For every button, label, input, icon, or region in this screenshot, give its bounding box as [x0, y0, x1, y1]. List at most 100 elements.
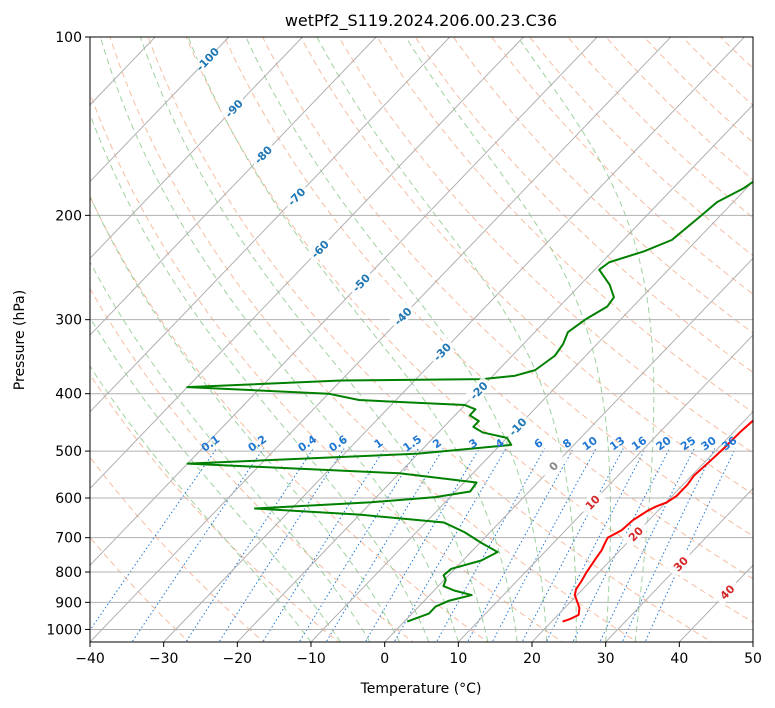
y-tick-label: 700 [55, 531, 82, 547]
dry-adiabat [90, 91, 564, 642]
isotherm-label-bg [193, 44, 221, 73]
moist-adiabat [90, 365, 312, 642]
dry-adiabat [745, 24, 775, 645]
y-axis-label: Pressure (hPa) [12, 290, 28, 390]
isotherm-label: 0 [539, 451, 567, 480]
isotherm-line [90, 37, 377, 336]
chart-title: wetPf2_S119.2024.206.00.23.C36 [285, 11, 557, 31]
isotherm-line [457, 334, 753, 642]
dry-adiabat [414, 37, 753, 374]
isotherm-line [162, 37, 746, 642]
y-tick-label: 400 [55, 387, 82, 403]
mixing-ratio-line [185, 448, 314, 642]
mixing-ratio-line [599, 448, 695, 642]
isotherm-line [90, 37, 672, 642]
isotherm-line [752, 641, 753, 642]
y-tick-label: 800 [55, 565, 82, 581]
dry-adiabat [109, 37, 638, 642]
isotherm-line [678, 564, 753, 642]
isotherm-label-bg [282, 182, 310, 211]
isotherm-label-bg [503, 412, 531, 441]
y-axis-ticks: 100 200 300 400 500 600 700 800 900 1000 [46, 30, 90, 638]
isotherm-label-bg [621, 519, 650, 548]
isotherm-label-bg [578, 488, 606, 516]
isotherm-line [90, 37, 525, 490]
y-tick-label: 200 [55, 208, 82, 224]
dewpoint-profile-line [186, 180, 753, 623]
mixing-ratio-line [545, 448, 646, 642]
moist-adiabat [90, 195, 400, 642]
isotherm-label-bg [666, 549, 695, 578]
dry-adiabat [643, 37, 753, 144]
moist-adiabat [90, 316, 341, 642]
mixing-ratio-label: 8 [560, 436, 574, 451]
mixing-ratio-lines [90, 448, 736, 642]
y-tick-label: 1000 [46, 622, 82, 638]
isotherm-line [90, 37, 451, 413]
mixing-ratio-label: 1 [372, 436, 386, 451]
dry-adiabats [90, 24, 775, 645]
plot-frame [89, 36, 754, 643]
x-tick-label: 30 [597, 651, 615, 667]
y-tick-label: 600 [55, 491, 82, 507]
moist-adiabat [405, 37, 612, 642]
dry-adiabat [90, 373, 340, 642]
mixing-ratio-line [90, 448, 218, 631]
dry-adiabat [376, 37, 753, 413]
x-tick-label: −40 [75, 651, 105, 667]
isotherm-line [90, 37, 304, 260]
x-axis-label: Temperature (°C) [360, 681, 482, 697]
isotherm-line [90, 37, 230, 183]
mixing-ratio-label: 25 [678, 434, 698, 453]
dry-adiabat [90, 536, 190, 642]
moist-adiabats [90, 37, 655, 642]
y-tick-label: 100 [55, 30, 82, 46]
isotherm-line [236, 104, 753, 642]
mixing-ratio-line [521, 448, 624, 642]
dry-adiabat [490, 37, 753, 295]
moist-adiabat [90, 112, 430, 642]
isotherm-label-bg [305, 234, 334, 263]
mixing-ratio-label: 16 [629, 434, 649, 454]
x-tick-label: −10 [296, 651, 326, 667]
isotherm-line [90, 37, 598, 566]
isotherm-label-bg [713, 577, 741, 606]
mixing-ratio-line [572, 448, 670, 642]
isotherm-label-bg [249, 140, 277, 169]
mixing-ratio-label: 10 [580, 434, 600, 454]
isotherm-label-bg [219, 94, 248, 122]
moist-adiabat [140, 37, 489, 642]
mixing-ratio-label: 2 [430, 436, 444, 451]
dry-adiabat [262, 37, 753, 537]
mixing-ratio-line [262, 448, 386, 642]
dry-adiabat [147, 37, 713, 642]
mixing-ratio-label: 20 [654, 434, 674, 454]
isotherm-line [604, 487, 753, 642]
isotherm-line [383, 257, 753, 642]
y-tick-label: 300 [55, 313, 82, 329]
x-tick-label: −20 [223, 651, 253, 667]
isobar-grid [90, 37, 753, 630]
moist-adiabat [187, 37, 518, 642]
x-tick-label: 40 [670, 651, 688, 667]
isotherm-label-bg [464, 376, 493, 405]
mixing-ratio-line [298, 448, 419, 642]
profile-series [186, 180, 753, 623]
mixing-ratio-line [325, 448, 444, 642]
temperature-profile-line [562, 419, 753, 623]
mixing-ratio-line [491, 448, 597, 642]
isotherm-line [310, 180, 753, 642]
x-tick-label: 20 [523, 651, 541, 667]
mixing-ratio-line [364, 448, 480, 642]
isotherm-label-bg [539, 451, 567, 480]
mixing-ratio-line [131, 448, 264, 642]
x-tick-label: −30 [149, 651, 179, 667]
dry-adiabat [300, 37, 753, 495]
dry-adiabat [452, 37, 753, 334]
dry-adiabat [223, 37, 753, 580]
x-tick-label: 0 [380, 651, 389, 667]
y-tick-label: 900 [55, 595, 82, 611]
mixing-ratio-label: 6 [532, 436, 546, 451]
moist-adiabat [245, 37, 548, 642]
